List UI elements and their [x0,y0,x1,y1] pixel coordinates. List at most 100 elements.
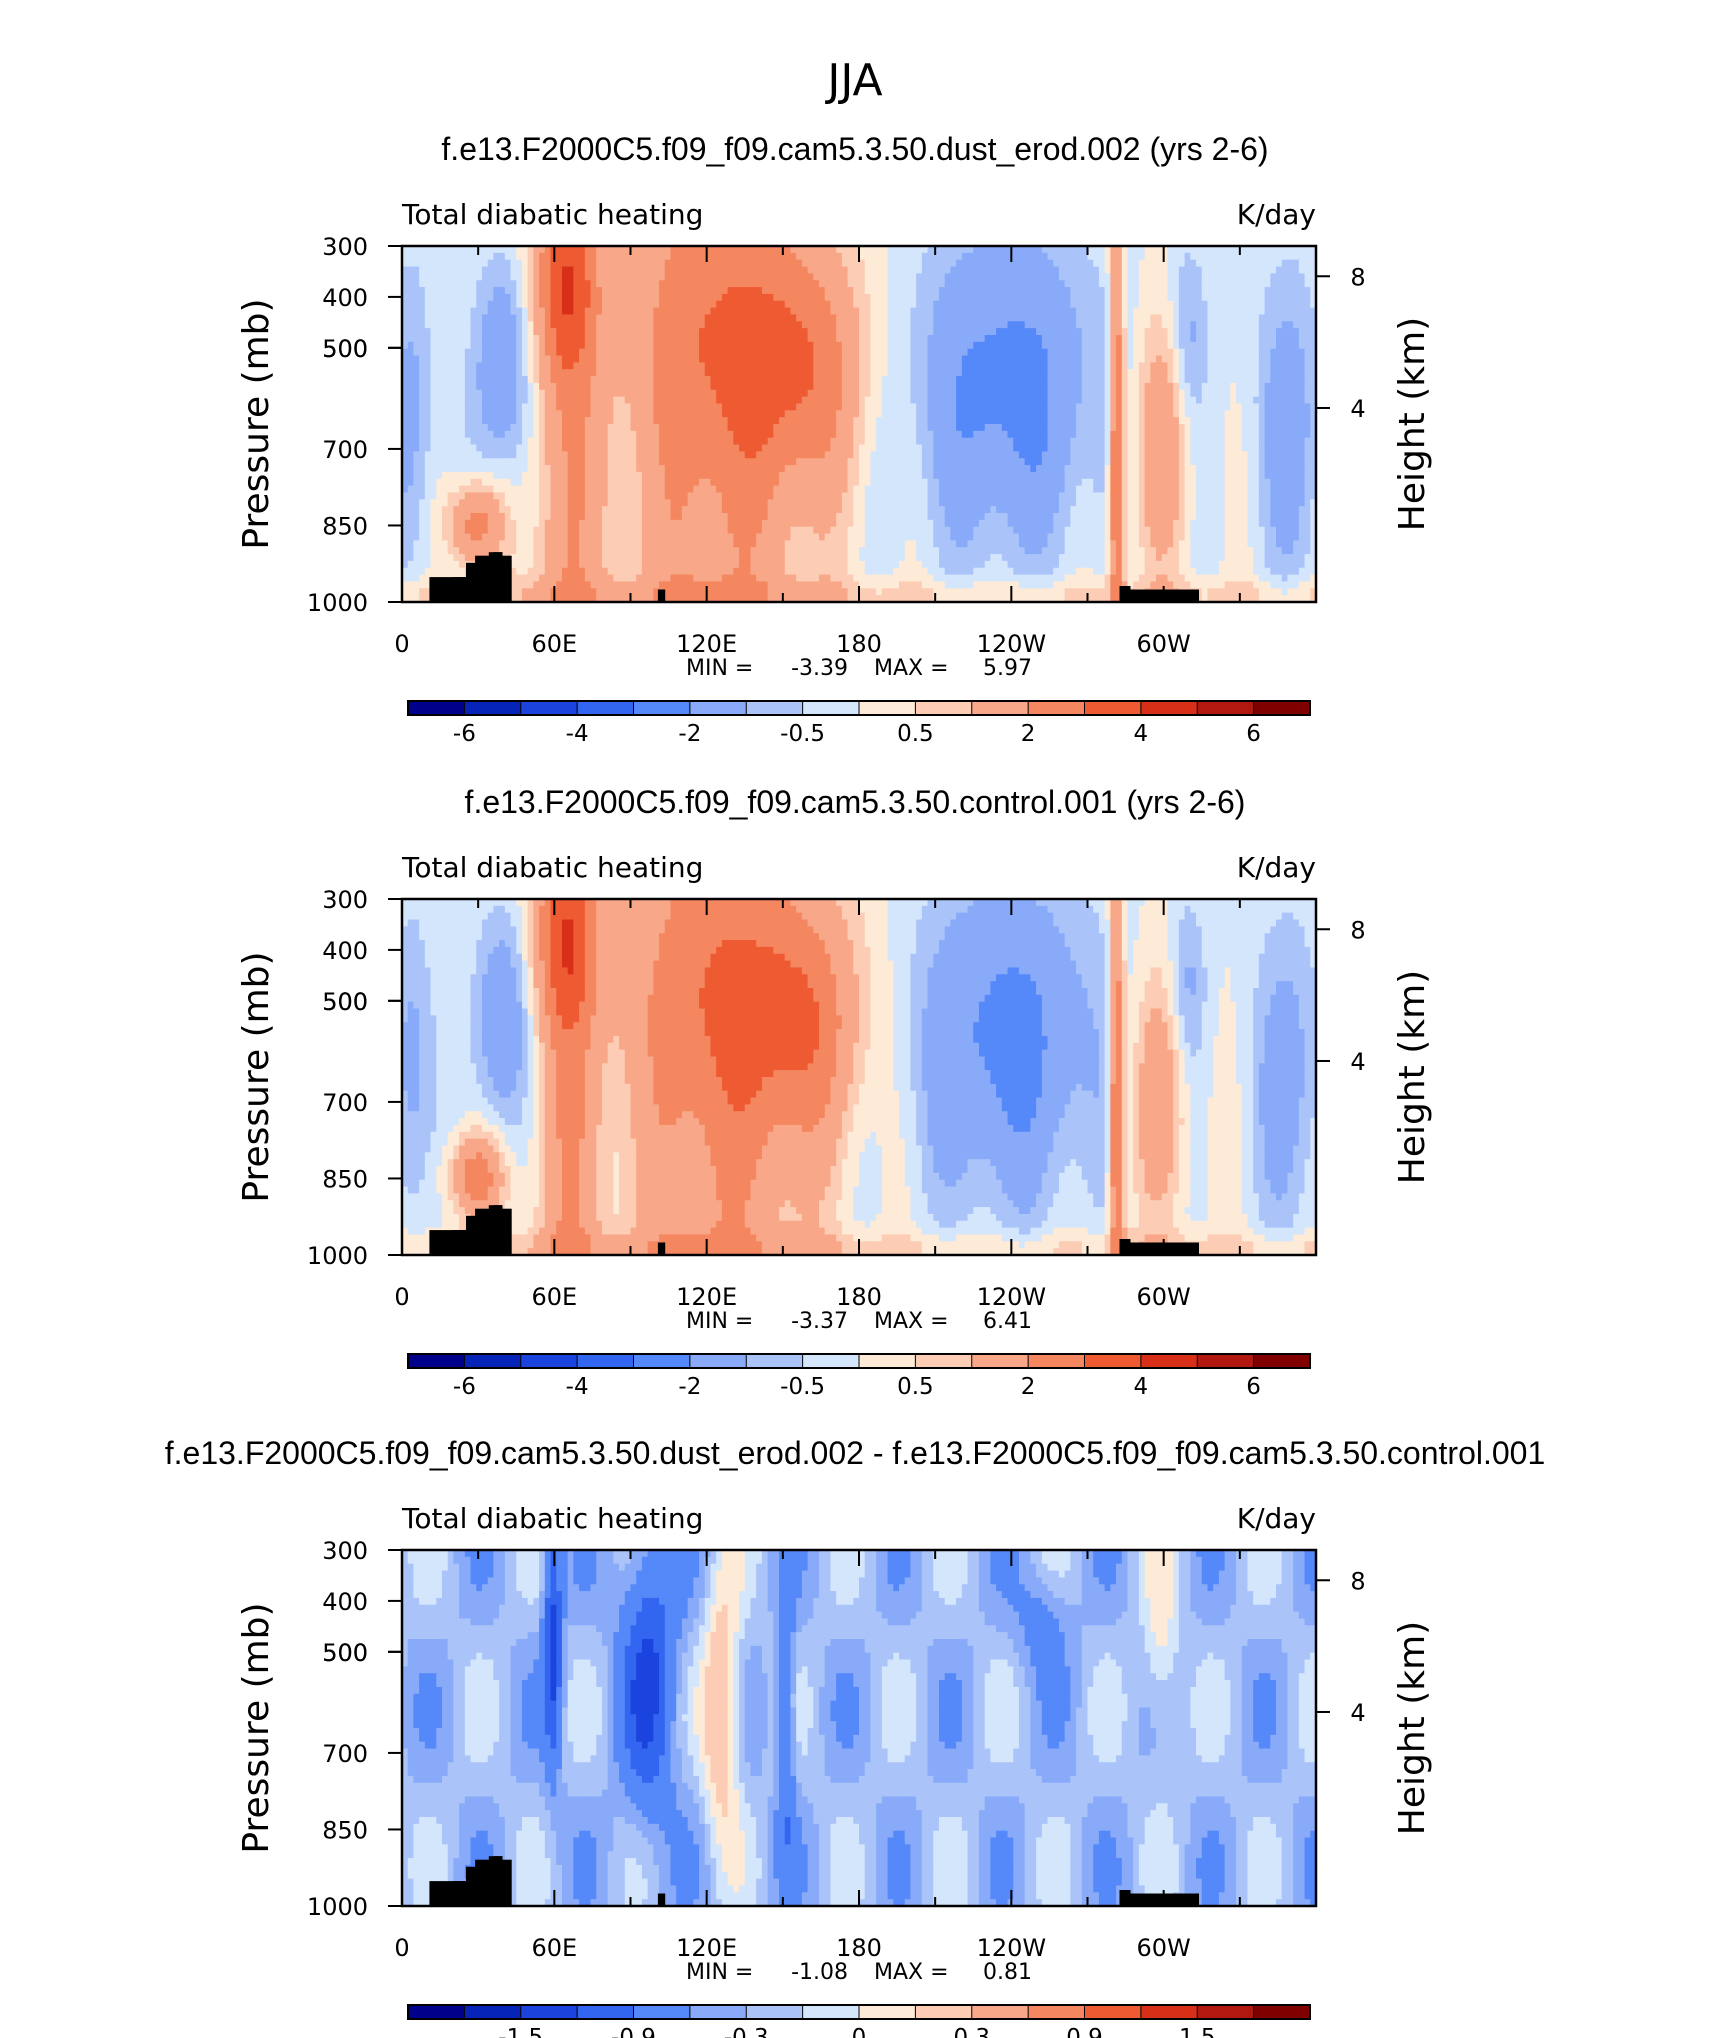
heatmap-cell [664,246,672,254]
heatmap-cell [470,424,477,432]
heatmap-cell [944,424,951,432]
heatmap-cell [927,280,934,288]
heatmap-cell [1236,280,1243,288]
heatmap-cell [1201,321,1209,329]
heatmap-cell [807,321,814,329]
heatmap-cell [876,430,883,439]
heatmap-cell [699,273,706,281]
heatmap-cell [693,246,700,254]
heatmap-cell [1184,437,1191,446]
heatmap-cell [1007,437,1014,446]
heatmap-cell [870,287,877,295]
heatmap-cell [927,451,934,459]
heatmap-cell [881,280,889,288]
heatmap-cell [504,252,512,261]
heatmap-cell [584,417,592,425]
heatmap-cell [521,437,529,446]
heatmap-cell [659,321,666,329]
heatmap-cell [1161,437,1169,446]
heatmap-cell [1036,293,1043,302]
heatmap-cell [510,389,517,398]
heatmap-cell [441,273,449,281]
heatmap-cell [910,444,917,452]
heatmap-cell [596,348,603,357]
heatmap-cell [1150,314,1157,322]
heatmap-cell [539,328,546,336]
heatmap-cell [441,437,449,446]
heatmap-cell [459,355,466,363]
heatmap-cell [836,444,843,452]
heatmap-cell [579,451,586,459]
heatmap-cell [790,293,797,302]
heatmap-cell [961,307,969,316]
heatmap-cell [870,348,877,357]
heatmap-cell [1230,444,1237,452]
heatmap-cell [659,403,666,411]
heatmap-cell [1213,389,1220,398]
heatmap-cell [796,437,803,446]
heatmap-cell [1064,335,1071,343]
heatmap-cell [1007,376,1014,384]
heatmap-cell [927,410,934,418]
heatmap-cell [721,369,729,377]
heatmap-cell [990,369,997,377]
heatmap-cell [710,369,717,377]
heatmap-cell [853,287,860,295]
heatmap-cell [796,321,803,329]
heatmap-cell [933,335,940,343]
heatmap-cell [521,252,529,261]
heatmap-cell [659,307,666,316]
heatmap-cell [704,382,712,391]
heatmap-cell [904,252,912,261]
heatmap-cell [561,259,569,268]
heatmap-cell [756,287,763,295]
heatmap-cell [676,341,683,350]
heatmap-cell [419,273,426,281]
heatmap-cell [659,376,666,384]
heatmap-cell [1064,389,1071,398]
heatmap-cell [881,382,889,391]
heatmap-cell [961,437,969,446]
heatmap-cell [402,246,409,254]
heatmap-cell [1304,403,1311,411]
heatmap-cell [1036,355,1043,363]
heatmap-cell [441,444,449,452]
heatmap-cell [716,287,723,295]
heatmap-cell [584,293,592,302]
heatmap-cell [933,424,940,432]
heatmap-cell [1053,424,1060,432]
heatmap-cell [1013,273,1020,281]
heatmap-cell [910,376,917,384]
heatmap-cell [493,362,500,370]
heatmap-cell [1304,417,1311,425]
heatmap-cell [619,376,626,384]
heatmap-cell [1024,328,1031,336]
heatmap-cell [1098,335,1106,343]
heatmap-cell [910,403,917,411]
heatmap-cell [1024,300,1031,309]
heatmap-cell [1064,403,1071,411]
heatmap-cell [1076,376,1083,384]
heatmap-cell [556,362,563,370]
heatmap-cell [619,321,626,329]
heatmap-cell [1138,321,1146,329]
heatmap-cell [876,355,883,363]
heatmap-cell [487,369,494,377]
heatmap-cell [1076,451,1083,459]
heatmap-cell [1104,341,1111,350]
heatmap-cell [1127,293,1134,302]
heatmap-cell [636,430,643,439]
heatmap-cell [744,382,752,391]
heatmap-cell [493,307,500,316]
heatmap-cell [424,437,432,446]
heatmap-cell [784,355,792,363]
heatmap-cell [1207,314,1214,322]
heatmap-cell [1053,293,1060,302]
heatmap-cell [1310,403,1317,411]
heatmap-cell [407,389,415,398]
heatmap-cell [1161,300,1169,309]
heatmap-cell [653,424,660,432]
heatmap-cell [756,293,763,302]
heatmap-cell [956,259,963,268]
heatmap-cell [1081,355,1089,363]
